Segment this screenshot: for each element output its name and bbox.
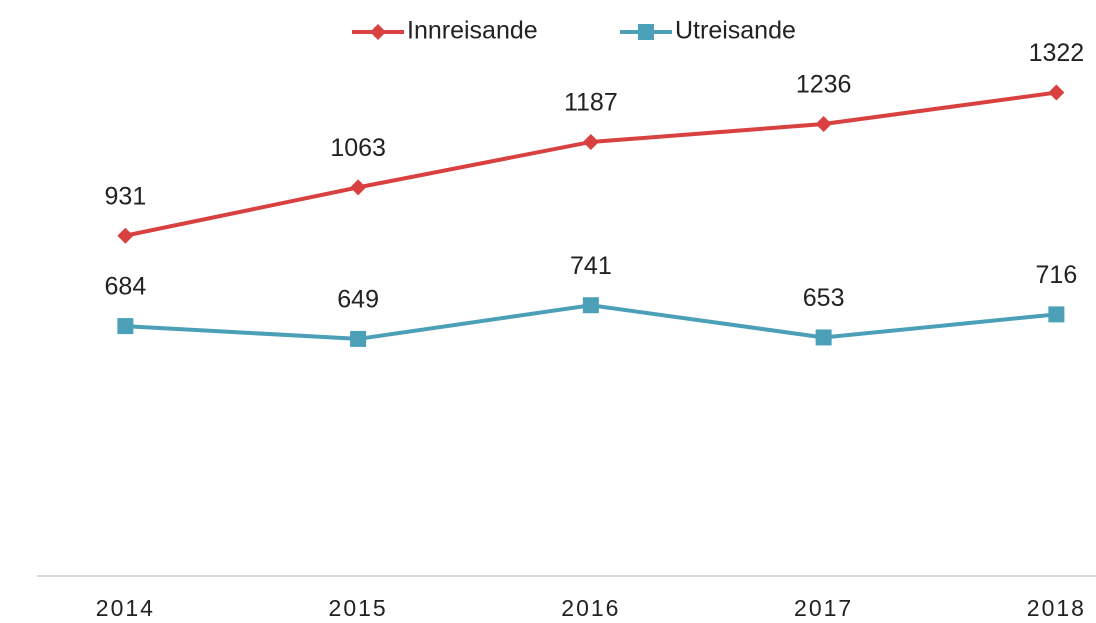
point-marker — [350, 330, 367, 347]
data-label: 1322 — [1029, 39, 1085, 67]
point-marker — [815, 116, 832, 133]
data-label: 649 — [337, 286, 379, 314]
x-tick-label: 2016 — [561, 595, 620, 621]
point-marker — [117, 318, 134, 335]
legend-label: Utreisande — [675, 17, 796, 45]
x-tick-label: 2015 — [329, 595, 388, 621]
data-label: 1187 — [564, 89, 618, 117]
data-label: 716 — [1036, 261, 1078, 289]
data-label: 1236 — [796, 71, 852, 99]
point-marker — [350, 179, 367, 196]
point-marker — [1048, 84, 1065, 101]
point-marker — [117, 227, 134, 244]
point-marker — [1048, 306, 1065, 323]
x-tick-label: 2018 — [1027, 595, 1086, 621]
data-label: 653 — [803, 284, 845, 312]
point-marker — [582, 297, 599, 314]
point-marker — [815, 329, 832, 346]
x-tick-label: 2014 — [96, 595, 155, 621]
point-marker — [582, 133, 599, 150]
data-label: 684 — [105, 273, 147, 301]
legend-label: Innreisande — [407, 17, 538, 45]
legend-marker — [370, 24, 386, 40]
data-label: 741 — [570, 252, 612, 280]
x-tick-label: 2017 — [794, 595, 853, 621]
data-label: 1063 — [330, 134, 386, 162]
data-label: 931 — [105, 182, 147, 210]
legend-marker — [638, 24, 654, 40]
